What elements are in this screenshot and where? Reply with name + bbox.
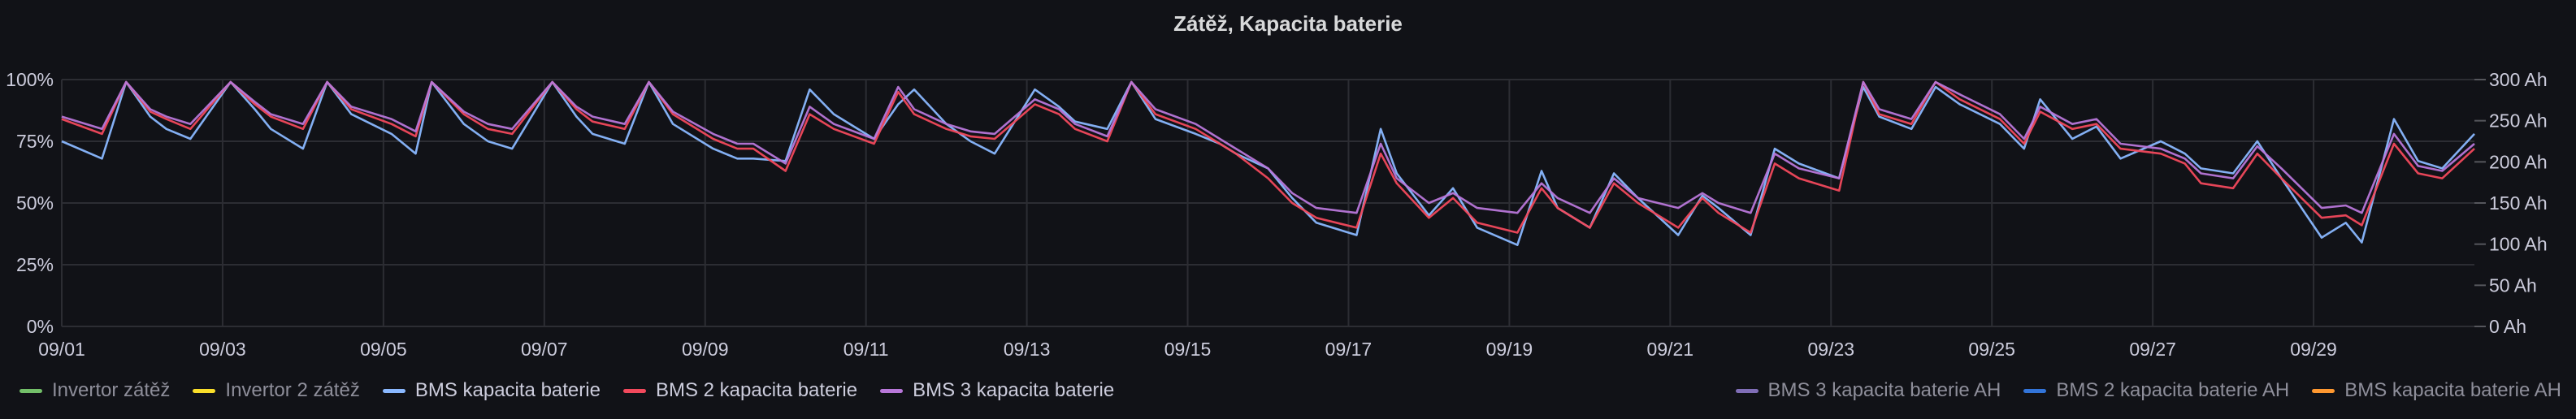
- y-left-tick-label: 50%: [16, 192, 54, 214]
- x-tick-label: 09/11: [843, 339, 889, 360]
- y-right-tick-label: 50 Ah: [2489, 274, 2537, 296]
- y-left-tick-label: 25%: [16, 254, 54, 275]
- legend-right: BMS 3 kapacita baterie AH BMS 2 kapacita …: [1713, 377, 2561, 404]
- chart-title: Zátěž, Kapacita baterie: [1173, 11, 1403, 36]
- legend-item[interactable]: BMS 2 kapacita baterie AH: [2023, 379, 2289, 402]
- legend-item[interactable]: BMS 3 kapacita baterie AH: [1735, 379, 2001, 402]
- x-tick-label: 09/03: [199, 339, 246, 360]
- x-tick-label: 09/09: [682, 339, 729, 360]
- legend-item[interactable]: BMS 2 kapacita baterie: [622, 379, 858, 402]
- y-right-tick-label: 250 Ah: [2489, 110, 2548, 132]
- y-right-tick-label: 150 Ah: [2489, 192, 2548, 214]
- chart-axes: 0% 25% 50% 75% 100% 0 Ah 50 Ah 100 Ah 150 Ah 200 …: [6, 69, 2547, 360]
- legend-label: Invertor zátěž: [52, 379, 171, 401]
- series-line: [61, 80, 2475, 214]
- y-right-tick-label: 200 Ah: [2489, 151, 2548, 172]
- legend-swatch: [1735, 388, 1759, 393]
- x-tick-label: 09/07: [521, 339, 568, 360]
- y-right-tick-label: 100 Ah: [2489, 234, 2548, 255]
- y-left-tick-label: 75%: [16, 131, 54, 152]
- legend-swatch: [622, 388, 646, 393]
- chart-series: [61, 80, 2475, 247]
- legend-label: BMS 3 kapacita baterie: [913, 379, 1115, 401]
- legend-item[interactable]: BMS kapacita baterie: [382, 379, 601, 402]
- x-tick-label: 09/13: [1004, 339, 1051, 360]
- legend-item[interactable]: BMS 3 kapacita baterie: [880, 379, 1114, 402]
- legend-label: BMS 2 kapacita baterie: [655, 379, 858, 401]
- x-tick-label: 09/01: [38, 339, 85, 360]
- x-tick-label: 09/21: [1647, 339, 1694, 360]
- legend-label: BMS kapacita baterie: [414, 379, 601, 401]
- legend-label: BMS 3 kapacita baterie AH: [1767, 379, 2001, 401]
- legend-swatch: [2023, 388, 2047, 393]
- legend-swatch: [382, 388, 405, 393]
- x-tick-label: 09/27: [2129, 339, 2176, 360]
- legend-item[interactable]: Invertor 2 zátěž: [193, 379, 360, 402]
- y-left-tick-label: 0%: [27, 316, 54, 337]
- x-tick-label: 09/23: [1807, 339, 1854, 360]
- series-line: [61, 80, 2475, 234]
- y-right-tick-label: 300 Ah: [2489, 69, 2548, 90]
- x-tick-label: 09/05: [360, 339, 407, 360]
- legend-left: Invertor zátěž Invertor 2 zátěž BMS kapaci…: [20, 377, 1137, 404]
- legend-swatch: [880, 388, 904, 393]
- y-right-tick-label: 0 Ah: [2489, 316, 2526, 337]
- legend-label: BMS kapacita baterie AH: [2344, 379, 2561, 401]
- legend-swatch: [20, 388, 42, 393]
- y-left-tick-label: 100%: [6, 69, 54, 90]
- legend-item[interactable]: BMS kapacita baterie AH: [2312, 379, 2561, 402]
- legend-label: Invertor 2 zátěž: [225, 379, 360, 401]
- chart-grid: [61, 79, 2474, 327]
- legend-swatch: [193, 388, 216, 393]
- legend-item[interactable]: Invertor zátěž: [20, 379, 170, 402]
- x-tick-label: 09/15: [1164, 339, 1212, 360]
- legend-swatch: [2312, 388, 2335, 393]
- x-tick-label: 09/25: [1968, 339, 2015, 360]
- legend-label: BMS 2 kapacita baterie AH: [2056, 379, 2290, 401]
- x-tick-label: 09/29: [2290, 339, 2337, 360]
- x-tick-label: 09/17: [1325, 339, 1373, 360]
- x-tick-label: 09/19: [1486, 339, 1533, 360]
